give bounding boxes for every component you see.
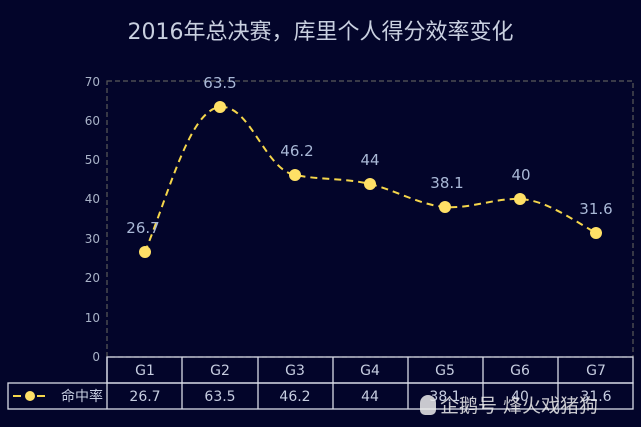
y-tick: 40 [85,192,100,206]
table-values: 26.7 63.5 46.2 44 38.1 40 31.6 [129,389,611,405]
y-tick: 70 [85,75,100,89]
legend-label: 命中率 [61,388,103,405]
table-value-cell: 26.7 [129,389,160,405]
table-header-cell: G3 [285,363,305,379]
y-axis: 0 10 20 30 40 50 60 70 [85,75,100,364]
legend-marker-icon [25,391,35,401]
watermark: 企鹅号 烽火戏猪狗 [420,391,598,418]
data-point-marker[interactable] [439,201,451,213]
table-value-row [7,382,634,410]
data-point-marker[interactable] [289,169,301,181]
watermark-text: 企鹅号 烽火戏猪狗 [440,395,599,417]
data-label: 40 [511,166,530,184]
data-table [7,356,634,410]
data-label: 31.6 [579,200,612,218]
y-tick: 30 [85,232,100,246]
data-label: 44 [360,151,379,169]
table-headers: G1 G2 G3 G4 G5 G6 G7 [135,363,606,379]
table-header-cell: G5 [435,363,455,379]
table-value-cell: 38.1 [429,389,460,405]
table-value-cell: 63.5 [204,389,235,405]
data-point-marker[interactable] [139,246,151,258]
data-label: 26.7 [126,219,159,237]
y-tick: 20 [85,271,100,285]
y-tick: 10 [85,311,100,325]
y-tick: 0 [92,350,100,364]
table-header-cell: G2 [210,363,230,379]
table-header-cell: G4 [360,363,380,379]
data-point-marker[interactable] [364,178,376,190]
data-point-marker[interactable] [214,101,226,113]
data-label: 38.1 [430,174,463,192]
table-header-cell: G7 [586,363,606,379]
y-tick: 50 [85,153,100,167]
table-value-cell: 40 [511,389,529,405]
table-value-cell: 44 [361,389,379,405]
penguin-icon [420,394,436,415]
table-header-cell: G6 [510,363,530,379]
data-label: 63.5 [203,74,236,92]
y-tick: 60 [85,114,100,128]
table-value-cell: 31.6 [580,389,611,405]
series-markers [139,101,602,258]
plot-area-border [106,80,634,358]
table-header-cell: G1 [135,363,155,379]
data-point-marker[interactable] [590,227,602,239]
table-value-cell: 46.2 [279,389,310,405]
legend-item-hit-rate[interactable]: 命中率 [13,388,103,405]
data-labels: 26.7 63.5 46.2 44 38.1 40 31.6 [126,74,612,237]
data-label: 46.2 [280,142,313,160]
chart-title: 2016年总决赛，库里个人得分效率变化 [127,20,514,45]
series-line-hit-rate [144,105,597,253]
data-point-marker[interactable] [514,193,526,205]
